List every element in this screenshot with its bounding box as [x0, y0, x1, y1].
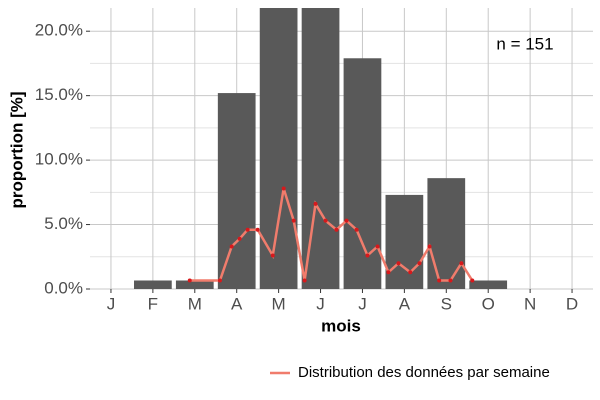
- bar: [259, 8, 298, 289]
- x-tick-label: F: [148, 294, 158, 313]
- weekly-point: [229, 244, 234, 249]
- x-tick-label: J: [316, 294, 325, 313]
- x-tick-label: S: [441, 294, 452, 313]
- x-tick-label: A: [399, 294, 411, 313]
- weekly-point: [437, 278, 442, 283]
- x-tick-label: J: [358, 294, 367, 313]
- x-tick-label: D: [566, 294, 578, 313]
- y-tick-label: 10.0%: [35, 150, 83, 169]
- weekly-point: [313, 201, 318, 206]
- bar: [427, 178, 466, 289]
- bar: [217, 93, 256, 289]
- weekly-point: [323, 218, 328, 223]
- weekly-point: [237, 236, 242, 241]
- bar: [343, 58, 382, 289]
- annotation: n = 151: [496, 34, 553, 53]
- x-tick-label: M: [188, 294, 202, 313]
- weekly-point: [448, 278, 453, 283]
- weekly-point: [354, 227, 359, 232]
- weekly-point: [408, 270, 413, 275]
- weekly-point: [396, 261, 401, 266]
- y-axis-label: proportion [%]: [7, 91, 26, 208]
- weekly-point: [217, 278, 222, 283]
- bar: [134, 280, 172, 289]
- x-axis-label: mois: [321, 316, 361, 335]
- weekly-point: [470, 278, 475, 283]
- bar: [175, 280, 214, 289]
- weekly-point: [459, 261, 464, 266]
- x-tick-label: J: [107, 294, 116, 313]
- x-tick-label: N: [524, 294, 536, 313]
- weekly-point: [386, 270, 391, 275]
- weekly-point: [427, 244, 432, 249]
- x-tick-label: O: [482, 294, 495, 313]
- plot-area: [134, 8, 508, 289]
- weekly-point: [375, 244, 380, 249]
- weekly-point: [281, 186, 286, 191]
- y-tick-label: 20.0%: [35, 21, 83, 40]
- x-tick-label: A: [231, 294, 243, 313]
- y-tick-label: 5.0%: [44, 214, 83, 233]
- weekly-point: [344, 218, 349, 223]
- y-tick-label: 15.0%: [35, 85, 83, 104]
- legend-label: Distribution des données par semaine: [298, 364, 550, 381]
- y-tick-label: 0.0%: [44, 278, 83, 297]
- weekly-point: [334, 227, 339, 232]
- weekly-point: [365, 253, 370, 258]
- x-tick-label: M: [272, 294, 286, 313]
- bar: [469, 280, 508, 289]
- weekly-point: [302, 278, 307, 283]
- bar: [385, 194, 424, 289]
- weekly-point: [291, 218, 296, 223]
- weekly-point: [187, 278, 192, 283]
- weekly-point: [245, 227, 250, 232]
- weekly-point: [270, 253, 275, 258]
- weekly-point: [255, 227, 260, 232]
- bar: [301, 8, 340, 289]
- weekly-point: [417, 261, 422, 266]
- labels: 0.0% 5.0% 10.0% 15.0% 20.0% J F M A M J J A S O N D Distr…: [35, 21, 578, 381]
